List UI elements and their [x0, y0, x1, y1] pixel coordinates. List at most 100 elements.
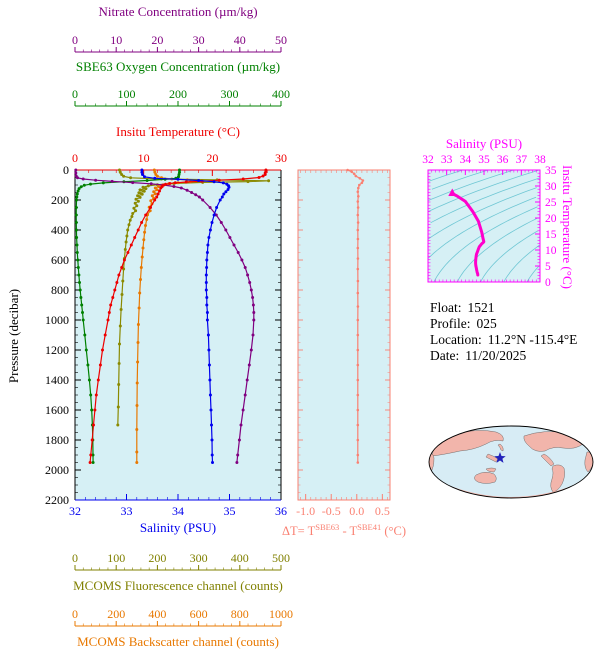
svg-text:800: 800: [231, 607, 249, 621]
date-line: Date: 11/20/2025: [430, 348, 577, 364]
float-id-line: Float: 1521: [430, 300, 577, 316]
map-japan: [497, 443, 504, 452]
profile-value: 025: [476, 316, 497, 331]
svg-text:100: 100: [107, 551, 125, 565]
location-label: Location:: [430, 332, 482, 347]
density-contour: [428, 169, 514, 201]
backscatter-axis-title: MCOMS Backscatter channel (counts): [77, 634, 279, 649]
svg-text:0: 0: [72, 551, 78, 565]
float-location-star: [494, 452, 506, 463]
svg-text:35: 35: [545, 165, 557, 177]
svg-text:40: 40: [234, 33, 246, 47]
svg-text:600: 600: [190, 607, 208, 621]
svg-text:32: 32: [422, 154, 434, 166]
svg-text:800: 800: [51, 283, 69, 297]
delta-t-title-post: (°C): [381, 524, 407, 539]
svg-text:0.5: 0.5: [375, 504, 390, 518]
svg-text:25: 25: [545, 197, 557, 209]
ts-diagram: 32 33 34 35 36 37 38 0 5 10 15 20 25 30 35: [422, 154, 557, 289]
salinity-axis-title: Salinity (PSU): [139, 520, 217, 535]
svg-text:300: 300: [190, 551, 208, 565]
svg-text:20: 20: [206, 151, 218, 165]
density-contour: [428, 196, 537, 259]
density-contour: [480, 230, 539, 283]
svg-text:2000: 2000: [45, 463, 69, 477]
svg-text:300: 300: [221, 87, 239, 101]
svg-text:37: 37: [516, 154, 528, 166]
map-new-guinea: [485, 467, 497, 473]
floating-axis: 0 200 400 600 800 1000: [72, 607, 293, 627]
delta-t-title-pre: ΔT= T: [281, 524, 316, 539]
svg-text:0: 0: [72, 33, 78, 47]
svg-text:200: 200: [107, 607, 125, 621]
ts-curve: [450, 191, 486, 277]
svg-text:34: 34: [172, 504, 184, 518]
temperature-axis-title: Insitu Temperature (°C): [116, 124, 240, 139]
profile-line: Profile: 025: [430, 316, 577, 332]
svg-text:2200: 2200: [45, 493, 69, 507]
svg-text:32: 32: [69, 504, 81, 518]
svg-text:0: 0: [72, 151, 78, 165]
date-label: Date:: [430, 348, 460, 363]
svg-text:1000: 1000: [269, 607, 293, 621]
density-contour: [431, 169, 489, 190]
series-temperature: [88, 168, 268, 464]
delta-t-axis-title: ΔT= TSBE63 - TSBE41 (°C): [274, 520, 414, 539]
svg-text:10: 10: [545, 245, 557, 257]
float-id-value: 1521: [467, 300, 495, 315]
density-contour: [430, 177, 540, 224]
floating-axis: 0 100 200 300 400: [72, 87, 290, 107]
location-value: 11.2°N -115.4°E: [487, 332, 578, 347]
svg-text:0.0: 0.0: [349, 504, 364, 518]
svg-text:0: 0: [72, 607, 78, 621]
svg-text:0: 0: [72, 87, 78, 101]
delta-t-title-sup2: SBE41: [357, 522, 382, 532]
svg-text:1600: 1600: [45, 403, 69, 417]
map-indonesia: [485, 453, 499, 463]
svg-text:200: 200: [51, 193, 69, 207]
svg-text:15: 15: [545, 229, 557, 241]
svg-text:1200: 1200: [45, 343, 69, 357]
series-delta-t: [346, 168, 365, 464]
svg-text:35: 35: [478, 154, 490, 166]
svg-text:30: 30: [545, 181, 557, 193]
date-value: 11/20/2025: [465, 348, 527, 363]
series-fluorescence: [116, 168, 271, 427]
svg-text:1400: 1400: [45, 373, 69, 387]
profile-label: Profile:: [430, 316, 471, 331]
svg-text:20: 20: [151, 33, 163, 47]
svg-text:20: 20: [545, 213, 557, 225]
location-line: Location: 11.2°N -115.4°E: [430, 332, 577, 348]
series-salinity: [140, 168, 231, 464]
world-map: [428, 425, 594, 499]
density-contour: [526, 265, 540, 283]
density-contour: [456, 217, 538, 283]
map-south-america: [550, 464, 565, 493]
svg-text:200: 200: [148, 551, 166, 565]
svg-text:400: 400: [51, 223, 69, 237]
svg-text:30: 30: [193, 33, 205, 47]
float-info-block: Float: 1521 Profile: 025 Location: 11.2°N -…: [430, 300, 577, 364]
svg-text:-0.5: -0.5: [322, 504, 341, 518]
map-australia: [474, 472, 497, 484]
svg-text:10: 10: [138, 151, 150, 165]
delta-t-title-sup1: SBE63: [315, 522, 340, 532]
svg-text:30: 30: [275, 151, 287, 165]
main-profile-plot: 0200400600800100012001400160018002000220…: [45, 151, 287, 518]
svg-text:1000: 1000: [45, 313, 69, 327]
svg-text:36: 36: [497, 154, 509, 166]
float-id-label: Float:: [430, 300, 462, 315]
pressure-axis-title: Pressure (decibar): [6, 288, 21, 384]
svg-text:100: 100: [118, 87, 136, 101]
ts-temperature-axis-title: Insitu Temperature (°C): [560, 165, 575, 289]
nitrate-axis-title: Nitrate Concentration (µm/kg): [98, 4, 258, 19]
svg-text:5: 5: [545, 261, 551, 273]
delta-t-title-mid: - T: [339, 524, 358, 539]
svg-text:-1.0: -1.0: [296, 504, 315, 518]
svg-text:500: 500: [272, 551, 290, 565]
fluorescence-axis-title: MCOMS Fluorescence channel (counts): [73, 578, 283, 593]
floating-axis: 0 10 20 30 40 50: [72, 33, 287, 53]
svg-text:1800: 1800: [45, 433, 69, 447]
svg-text:400: 400: [148, 607, 166, 621]
